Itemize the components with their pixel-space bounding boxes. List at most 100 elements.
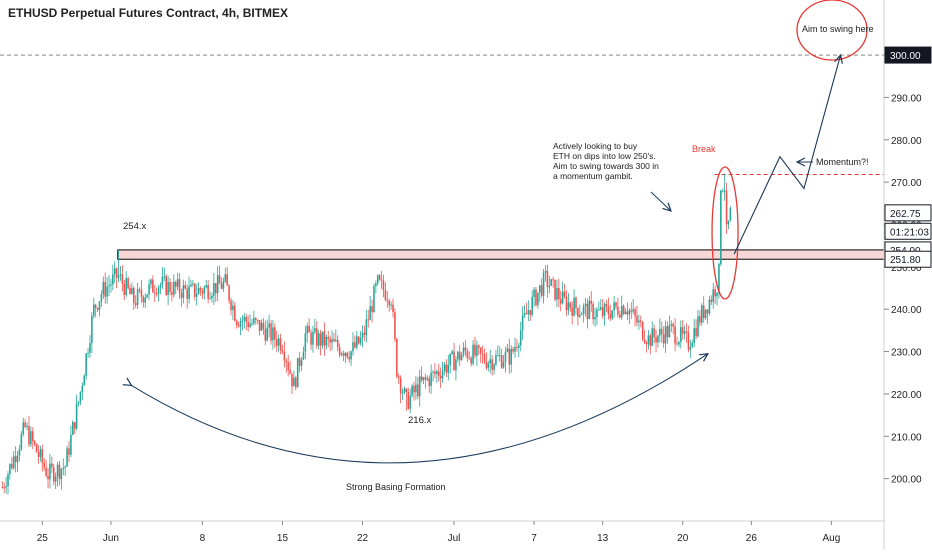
break-label: Break	[692, 144, 716, 154]
candle-body	[123, 283, 126, 296]
candle-body	[714, 289, 716, 297]
candle-body	[702, 305, 705, 318]
candle-body	[538, 285, 541, 293]
candle-body	[11, 464, 13, 469]
candle-body	[523, 313, 526, 316]
price-badge-label: 262.75	[890, 209, 921, 220]
candle-body	[247, 321, 249, 328]
candle-body	[319, 333, 322, 346]
candle-body	[277, 338, 280, 346]
candle-body	[20, 434, 23, 450]
candle-body	[626, 311, 629, 315]
candle-body	[241, 320, 244, 322]
y-tick-label: 200.00	[891, 475, 922, 486]
price-badge-label: 01:21:03	[890, 227, 929, 238]
candle-body	[420, 376, 423, 381]
high-label: 254.x	[123, 221, 146, 232]
candle-body	[14, 456, 17, 463]
candle-body	[146, 294, 148, 298]
candle-body	[30, 431, 32, 445]
candle-body	[708, 299, 711, 314]
candle-body	[163, 276, 166, 278]
candle-body	[550, 279, 553, 286]
candle-body	[508, 348, 511, 365]
candle-body	[453, 351, 455, 371]
candle-body	[75, 403, 78, 429]
thesis-arrow	[650, 191, 671, 211]
candle-body	[620, 305, 623, 318]
candle-body	[33, 441, 36, 444]
candle-body	[186, 288, 188, 299]
candle-body	[104, 282, 107, 297]
candle-body	[85, 353, 87, 376]
candle-body	[396, 338, 398, 377]
thesis-line-1: Actively looking to buy	[553, 141, 638, 151]
x-tick-label: Aug	[822, 533, 840, 544]
x-axis-ticks: 25 Jun 8 15 22 Jul 7 13 20 26 Aug	[37, 521, 840, 544]
candle-body	[289, 369, 291, 374]
candle-body	[386, 299, 389, 301]
candle-body	[333, 339, 335, 342]
candle-body	[634, 309, 636, 316]
candle-body	[331, 339, 333, 343]
candle-body	[134, 303, 137, 305]
candle-body	[283, 351, 286, 361]
candle-body	[516, 347, 518, 349]
candle-body	[397, 376, 400, 378]
thesis-line-3: Aim to swing towards 300 in	[553, 161, 659, 171]
candle-body	[487, 363, 490, 368]
x-tick-label: Jul	[448, 533, 461, 544]
candle-body	[457, 351, 459, 360]
candle-body	[367, 319, 370, 321]
candle-body	[458, 351, 461, 361]
candle-body	[285, 360, 288, 363]
candle-body	[706, 309, 709, 314]
candle-body	[298, 357, 301, 366]
candle-body	[415, 384, 417, 393]
candle-body	[228, 285, 230, 301]
candle-body	[214, 283, 217, 294]
candle-body	[144, 297, 147, 303]
candle-body	[329, 338, 331, 343]
candle-body	[119, 274, 122, 276]
candle-body	[54, 476, 57, 482]
candle-body	[56, 464, 59, 477]
thesis-line-4: a momentum gambit.	[553, 171, 633, 181]
candle-body	[607, 306, 610, 315]
candle-body	[405, 388, 408, 392]
candle-body	[542, 272, 545, 296]
candle-body	[315, 328, 318, 346]
candle-body	[81, 385, 84, 392]
y-axis-ticks: 200.00210.00220.00230.00240.00250.00260.…	[884, 51, 922, 486]
candle-body	[567, 302, 570, 311]
candle-body	[249, 323, 251, 328]
candle-body	[35, 443, 38, 453]
candle-body	[9, 464, 11, 475]
candle-body	[275, 339, 278, 346]
candle-body	[64, 466, 66, 468]
candle-body	[485, 361, 488, 368]
candle-body	[369, 306, 371, 320]
candle-body	[182, 285, 185, 298]
candle-body	[140, 289, 143, 297]
y-tick-label: 230.00	[891, 348, 922, 359]
candle-body	[22, 422, 25, 435]
candle-body	[668, 325, 671, 338]
candle-body	[62, 467, 65, 470]
candle-body	[16, 455, 19, 463]
candle-body	[272, 327, 274, 341]
candle-body	[52, 467, 55, 482]
candle-body	[436, 371, 438, 375]
candle-body	[611, 310, 614, 319]
candle-body	[344, 352, 347, 356]
candle-body	[601, 307, 604, 316]
candle-body	[281, 350, 284, 352]
candle-body	[77, 401, 80, 404]
candle-body	[58, 464, 61, 480]
candle-body	[371, 306, 373, 313]
candle-body	[7, 474, 9, 487]
candle-body	[424, 377, 427, 380]
candle-body	[209, 298, 211, 300]
candle-body	[466, 350, 469, 358]
